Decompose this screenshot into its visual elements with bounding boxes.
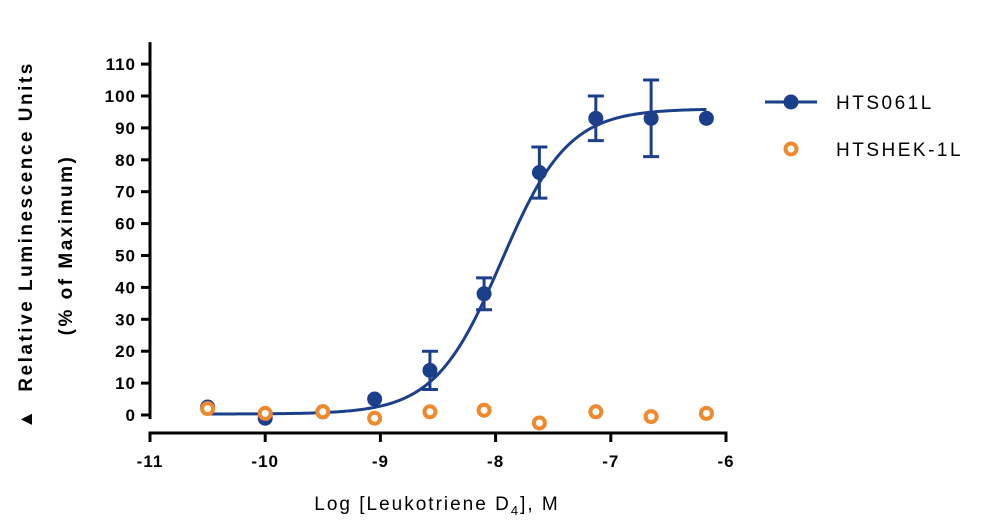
point-htshek-1l: [422, 404, 438, 420]
fit-curve-hts061l: [207, 107, 707, 416]
x-axis-title-suffix: ], M: [520, 494, 560, 515]
legend: HTS061L HTSHEK-1L: [765, 93, 963, 161]
x-tick-label: -11: [137, 452, 164, 471]
x-tick-label: -10: [251, 452, 279, 471]
point-hts061l: [643, 110, 659, 126]
y-axis-title-line1: Relative Luminescence Units: [16, 61, 37, 391]
y-tick-label: 110: [106, 55, 136, 74]
x-axis-title-subscript: 4: [511, 503, 520, 518]
y-tick-label: 0: [126, 406, 136, 425]
x-axis-title-prefix: Log [Leukotriene D: [314, 494, 511, 515]
y-tick-label: 30: [115, 310, 136, 329]
y-axis-title-line2: (% of Maximum): [56, 155, 77, 336]
x-tick-label: -9: [372, 452, 389, 471]
point-htshek-1l: [367, 410, 383, 426]
point-htshek-1l: [643, 409, 659, 425]
y-axis: 0 10 20 30 40 50 60 70 80 90 100 110: [105, 42, 152, 425]
y-axis-title: ▲ Relative Luminescence Units (% of Maxi…: [16, 61, 77, 429]
x-axis-title: Log [Leukotriene D4], M: [314, 494, 559, 518]
y-tick-label: 60: [115, 215, 136, 234]
x-tick-label: -7: [602, 452, 619, 471]
y-tick-label: 40: [115, 278, 136, 297]
point-hts061l: [698, 110, 714, 126]
point-htshek-1l: [476, 402, 492, 418]
y-axis-title-marker: ▲: [16, 407, 37, 428]
plot-area: [200, 78, 714, 431]
point-htshek-1l: [257, 405, 273, 421]
y-tick-label: 50: [115, 247, 136, 266]
point-htshek-1l: [531, 415, 547, 431]
svg-text:▲ Relative Luminescence: ▲ Relative Luminescence Units: [16, 61, 37, 429]
y-tick-label: 70: [115, 183, 136, 202]
y-tick-label: 10: [115, 374, 136, 393]
point-htshek-1l: [200, 401, 216, 417]
y-tick-label: 20: [115, 342, 136, 361]
point-htshek-1l: [315, 404, 331, 420]
y-tick-label: 90: [115, 119, 136, 138]
x-tick-label: -6: [717, 452, 734, 471]
legend-label-htshek-1l: HTSHEK-1L: [836, 140, 963, 161]
point-hts061l: [476, 286, 492, 302]
point-htshek-1l: [698, 405, 714, 421]
y-tick-label: 100: [105, 87, 136, 106]
legend-marker-htshek-1l: [783, 141, 799, 157]
point-htshek-1l: [588, 404, 604, 420]
point-hts061l: [422, 362, 438, 378]
point-hts061l: [588, 110, 604, 126]
x-tick-label: -8: [487, 452, 504, 471]
point-hts061l: [367, 391, 383, 407]
legend-marker-hts061l: [783, 94, 799, 110]
y-tick-label: 80: [115, 151, 136, 170]
legend-label-hts061l: HTS061L: [836, 93, 934, 114]
x-axis: -11 -10 -9 -8 -7 -6: [137, 431, 734, 471]
point-hts061l: [531, 165, 547, 181]
